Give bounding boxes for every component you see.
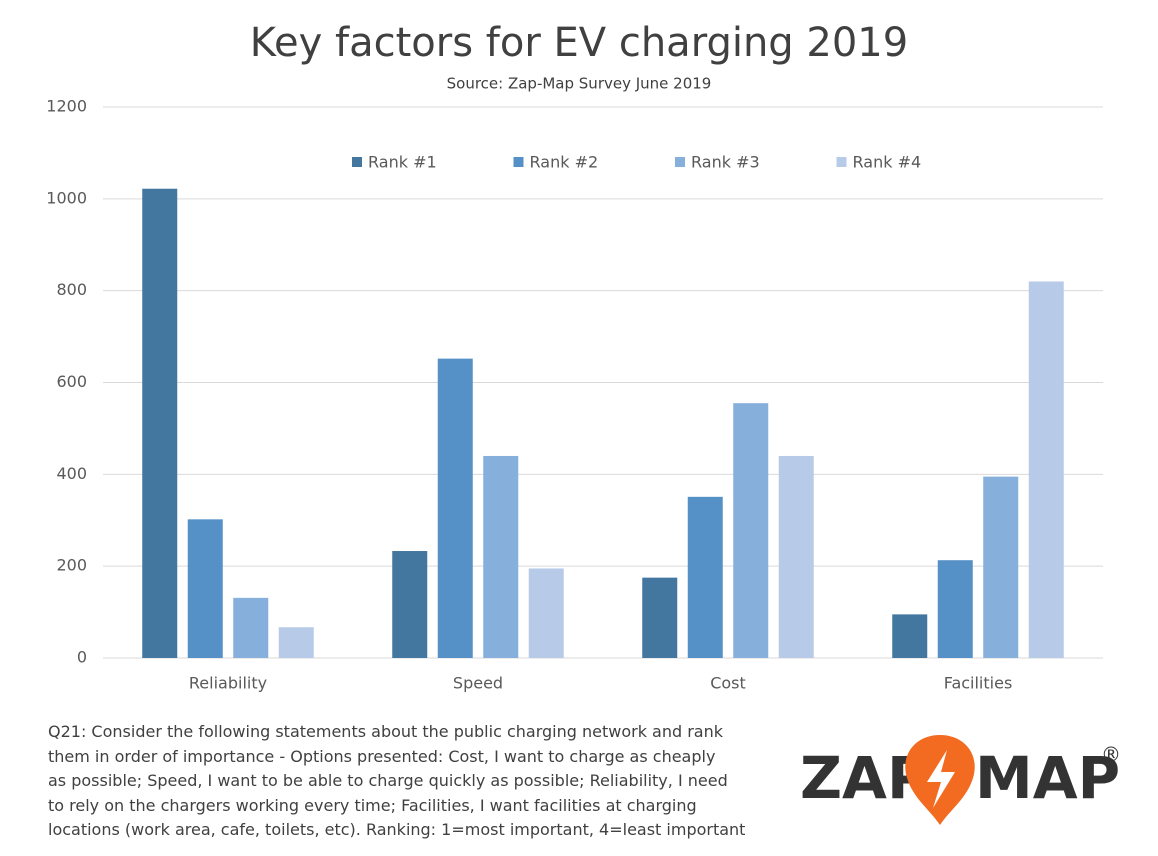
legend-swatch: [675, 157, 685, 167]
y-tick-label: 600: [56, 372, 87, 391]
bar: [983, 476, 1019, 658]
bar: [278, 627, 314, 658]
x-tick-label: Cost: [710, 674, 746, 693]
y-tick-label: 200: [56, 556, 87, 575]
bar: [483, 455, 519, 658]
footnote-line: to rely on the chargers working every ti…: [48, 795, 697, 815]
bar: [437, 358, 473, 658]
logo-mark: ®: [1101, 743, 1121, 767]
bar: [892, 614, 928, 658]
y-tick-label: 400: [56, 464, 87, 483]
chart: Key factors for EV charging 2019 Source:…: [46, 20, 1103, 693]
logo-bolt: [927, 750, 955, 808]
legend-label: Rank #1: [368, 153, 437, 172]
legend-label: Rank #2: [530, 153, 599, 172]
legend-swatch: [352, 157, 362, 167]
legend-swatch: [513, 157, 524, 167]
footnote-line: Q21: Consider the following statements a…: [48, 722, 724, 741]
bar: [392, 551, 428, 658]
legend-swatch: [836, 157, 847, 167]
footnote: Q21: Consider the following statements a…: [48, 720, 768, 843]
logo: ZAP MAP ®: [800, 735, 1121, 825]
bar: [642, 577, 678, 658]
bar: [937, 560, 973, 658]
bar: [233, 597, 269, 658]
chart-subtitle: Source: Zap-Map Survey June 2019: [447, 75, 712, 93]
bar: [142, 188, 178, 658]
bar: [733, 403, 769, 658]
x-tick-label: Facilities: [944, 674, 1013, 693]
bar: [687, 496, 723, 658]
bar: [1028, 281, 1064, 658]
y-tick-label: 1200: [46, 97, 87, 116]
footnote-line: them in order of importance - Options pr…: [48, 746, 716, 766]
x-tick-label: Reliability: [189, 674, 267, 693]
logo-text: MAP: [975, 744, 1120, 812]
footnote-line: locations (work area, cafe, toilets, etc…: [48, 820, 746, 839]
y-tick-label: 0: [77, 648, 87, 667]
bar: [778, 455, 814, 658]
bar: [187, 519, 223, 658]
bar: [528, 568, 564, 658]
footnote-line: as possible; Speed, I want to be able to…: [48, 771, 728, 790]
y-tick-label: 1000: [46, 188, 87, 207]
chart-title: Key factors for EV charging 2019: [250, 20, 908, 66]
y-tick-label: 800: [56, 280, 87, 299]
legend-label: Rank #4: [853, 153, 922, 172]
legend-label: Rank #3: [691, 153, 760, 172]
x-tick-label: Speed: [453, 674, 503, 693]
